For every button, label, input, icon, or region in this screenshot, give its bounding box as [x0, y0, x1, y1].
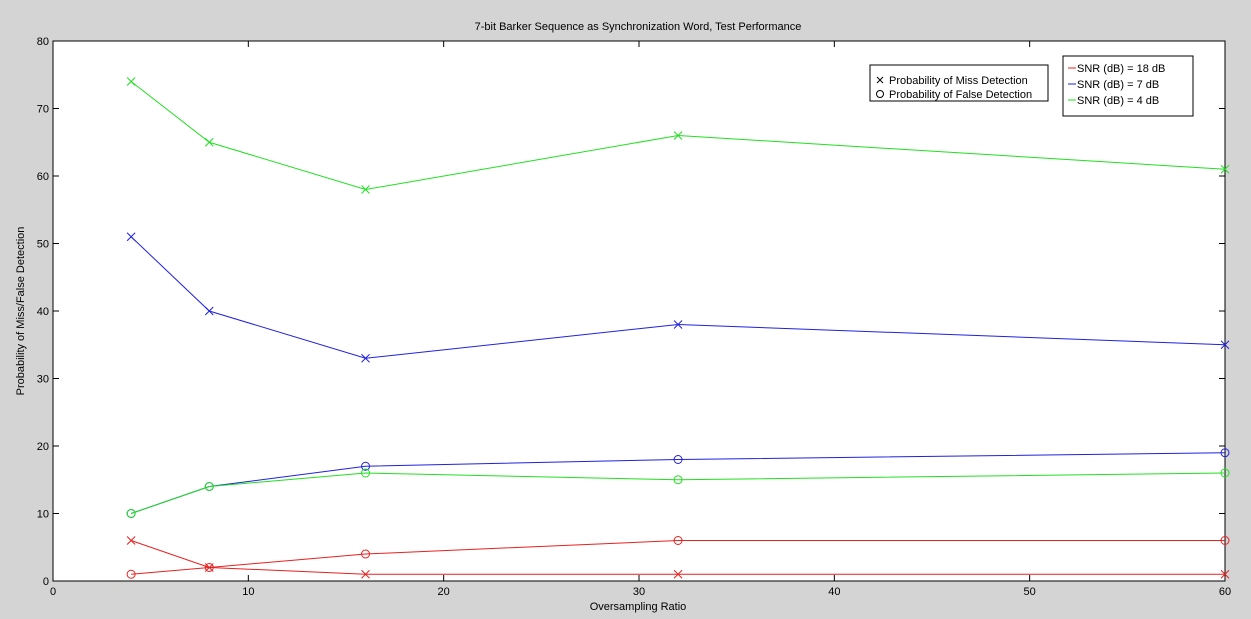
- data-point-x-marker: [673, 569, 683, 579]
- x-axis-ticks: 0 10 20 30 40 50 60: [50, 41, 1231, 598]
- x-tick-label: 0: [50, 586, 56, 598]
- color-legend-label: SNR (dB) = 18 dB: [1077, 63, 1165, 75]
- color-legend: SNR (dB) = 18 dB SNR (dB) = 7 dB SNR (dB) …: [1062, 55, 1194, 117]
- data-point-o-marker: [204, 563, 214, 572]
- color-legend-label: SNR (dB) = 4 dB: [1077, 95, 1159, 107]
- data-point-x-marker: [361, 185, 370, 194]
- marker-legend-label: Probability of Miss Detection: [889, 75, 1028, 87]
- y-tick-label: 40: [37, 306, 49, 318]
- data-point-x-marker: [673, 320, 683, 329]
- data-point-x-marker: [1220, 340, 1230, 350]
- data-point-o-marker: [361, 549, 371, 559]
- data-point-x-marker: [204, 137, 214, 147]
- data-point-o-marker: [361, 468, 371, 478]
- marker-legend: Probability of Miss Detection Probability…: [869, 64, 1049, 102]
- data-point-x-marker: [1220, 569, 1230, 579]
- y-tick-label: 60: [37, 171, 49, 183]
- data-point-x-marker: [1220, 164, 1230, 174]
- y-tick-label: 50: [37, 239, 49, 251]
- y-axis-ticks: 0 10 20 30 40 50 60 70 80: [37, 36, 1225, 588]
- legend-x-symbol: [876, 76, 884, 84]
- data-point-o-marker: [126, 509, 136, 518]
- data-point-x-marker: [361, 569, 370, 579]
- x-tick-label: 40: [828, 586, 840, 598]
- x-tick-label: 30: [633, 586, 645, 598]
- x-tick-label: 20: [438, 586, 450, 598]
- y-tick-label: 0: [43, 576, 49, 588]
- data-point-o-marker: [361, 461, 371, 471]
- data-point-o-marker: [1220, 468, 1230, 478]
- data-point-x-marker: [126, 232, 136, 242]
- series-line-snr-18-false: [131, 540, 1225, 575]
- axes-box: [52, 40, 1226, 582]
- data-point-x-marker: [126, 77, 136, 86]
- x-tick-label: 10: [242, 586, 254, 598]
- data-point-x-marker: [673, 131, 683, 140]
- data-point-o-marker: [673, 475, 683, 485]
- y-tick-label: 20: [37, 441, 49, 453]
- y-tick-label: 10: [37, 509, 49, 521]
- series-line-snr-4-false: [130, 472, 1226, 514]
- data-point-o-marker: [1220, 536, 1230, 545]
- x-tick-label: 60: [1219, 586, 1231, 598]
- y-tick-label: 80: [37, 36, 49, 48]
- data-point-x-marker: [126, 536, 136, 545]
- color-legend-label: SNR (dB) = 7 dB: [1077, 79, 1159, 91]
- data-point-o-marker: [204, 482, 214, 491]
- data-point-x-marker: [361, 353, 370, 363]
- color-legend-box: [1062, 55, 1194, 117]
- chart-title: 7-bit Barker Sequence as Synchronization…: [475, 21, 802, 33]
- data-point-o-marker: [673, 455, 683, 464]
- x-axis-label: Oversampling Ratio: [590, 601, 687, 613]
- data-point-o-marker: [1220, 448, 1230, 458]
- legend-o-symbol: [876, 90, 884, 98]
- y-tick-label: 70: [37, 104, 49, 116]
- y-tick-label: 30: [37, 374, 49, 386]
- marker-legend-label: Probability of False Detection: [889, 89, 1032, 101]
- data-point-x-marker: [204, 306, 214, 316]
- data-point-o-marker: [126, 569, 136, 579]
- x-tick-label: 50: [1024, 586, 1036, 598]
- series-layer: [126, 77, 1230, 579]
- marker-legend-box: [869, 64, 1049, 102]
- data-point-o-marker: [673, 536, 683, 545]
- y-axis-label: Probability of Miss/False Detection: [15, 227, 27, 396]
